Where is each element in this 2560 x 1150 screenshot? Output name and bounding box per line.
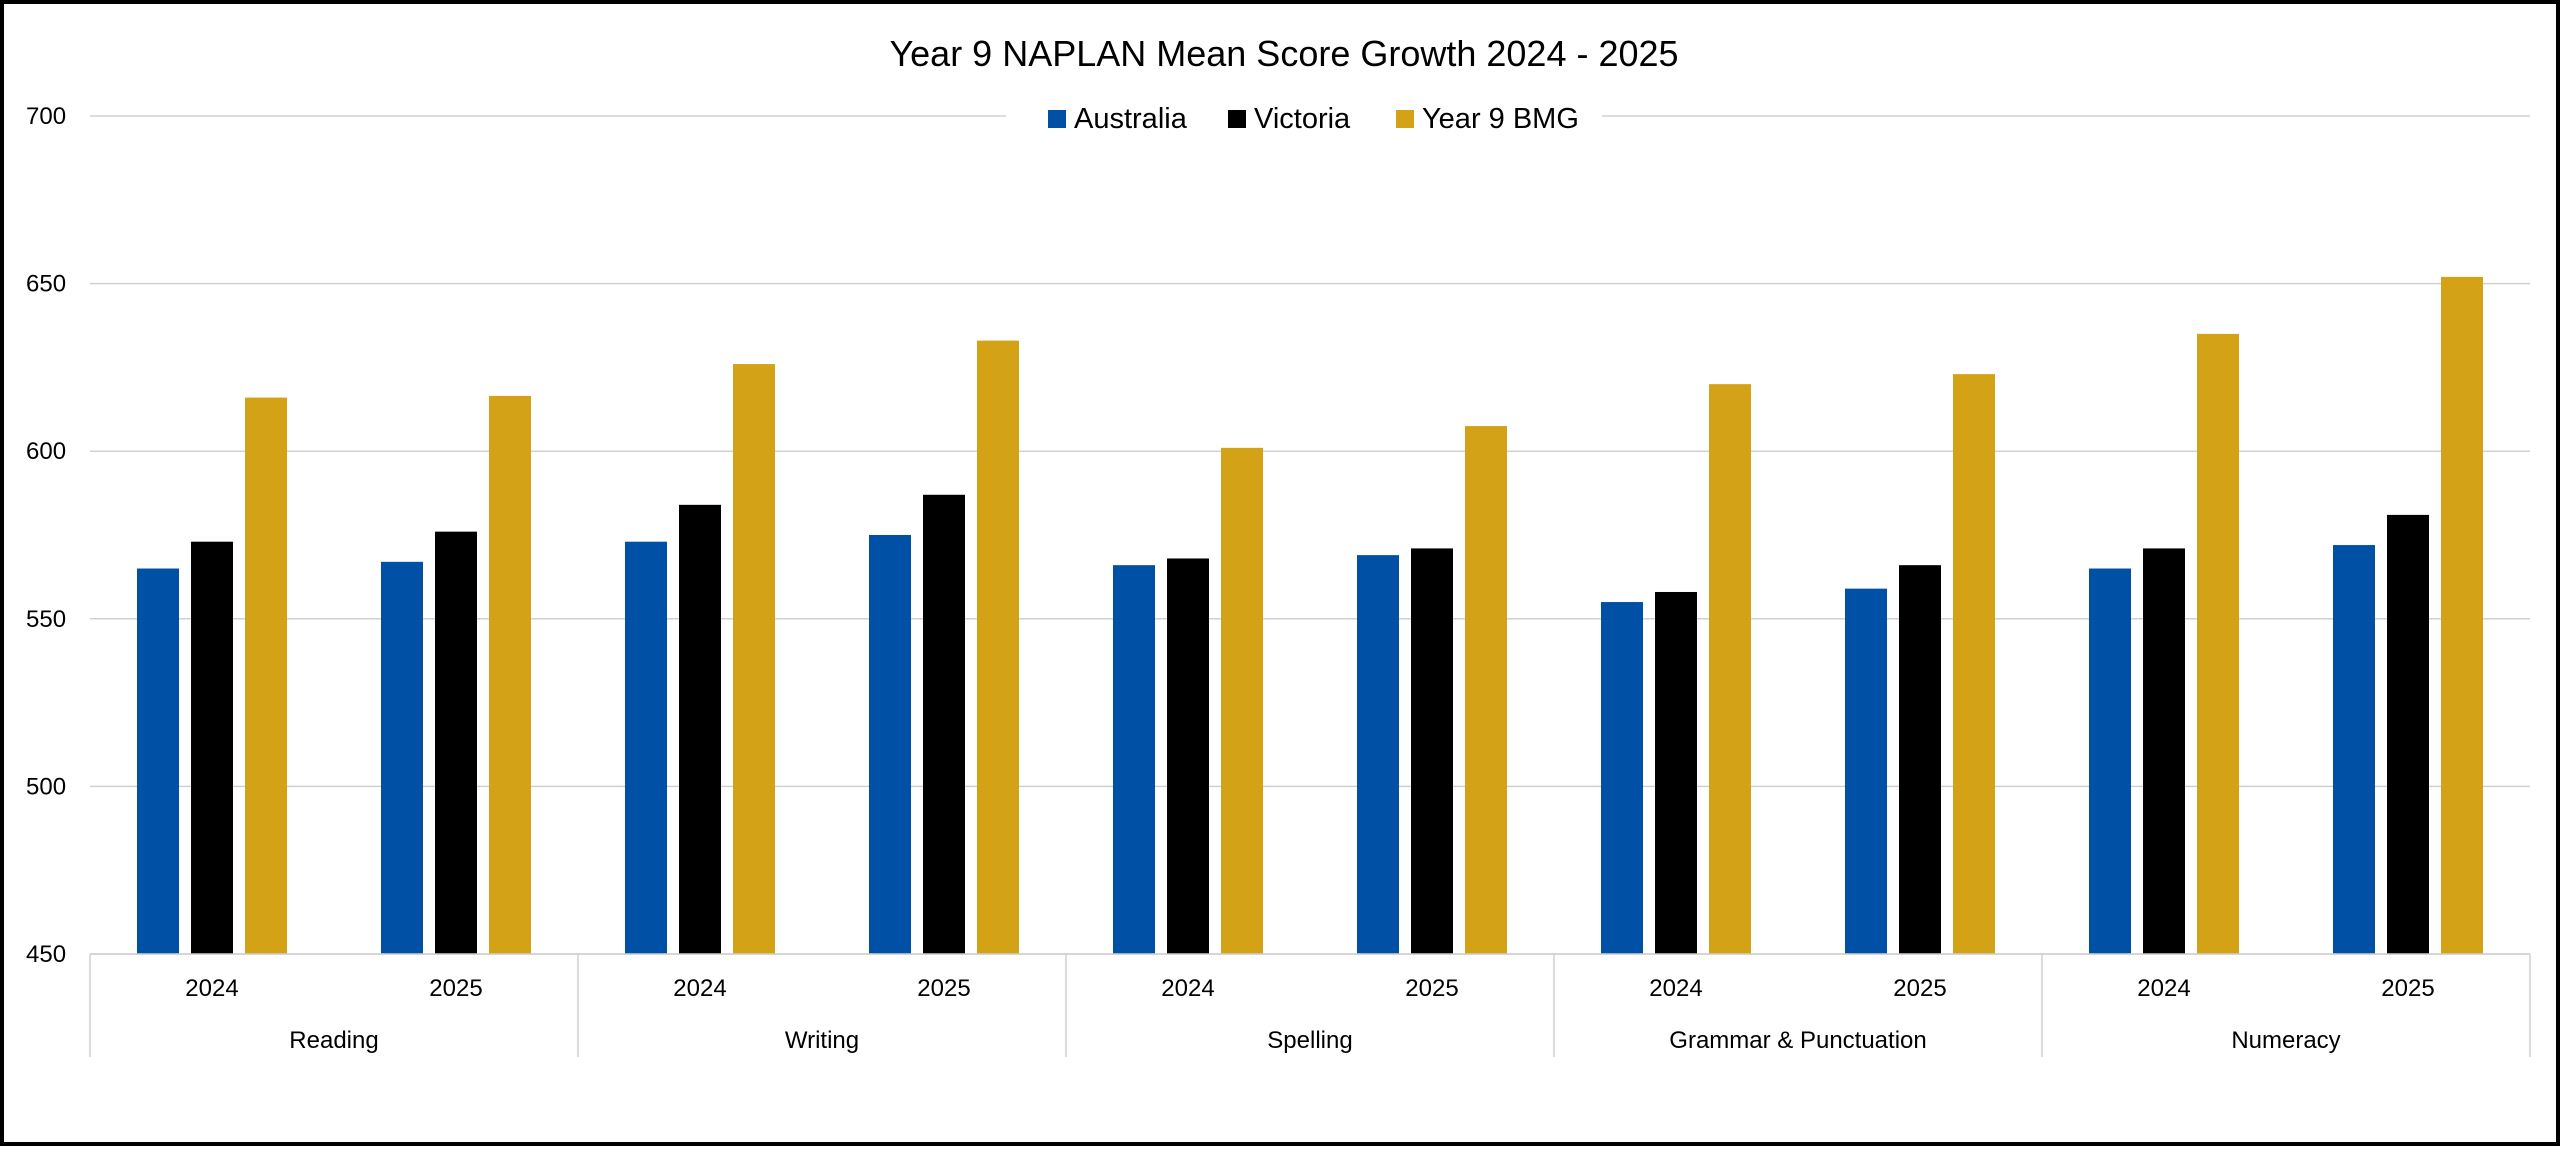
x-group-label: Reading <box>289 1027 378 1054</box>
bar-australia <box>1845 588 1887 954</box>
y-tick-label: 450 <box>26 941 66 968</box>
x-group-label: Numeracy <box>2231 1027 2340 1054</box>
legend: Australia Victoria Year 9 BMG <box>1006 96 1602 140</box>
x-tick-label: 2025 <box>1405 975 1458 1002</box>
x-tick-label: 2024 <box>673 975 726 1002</box>
legend-background <box>1006 96 1602 140</box>
x-tick-label: 2025 <box>429 975 482 1002</box>
y-tick-label: 650 <box>26 271 66 298</box>
bar-year-9-bmg <box>245 397 287 954</box>
bar-year-9-bmg <box>1709 384 1751 954</box>
bar-australia <box>381 561 423 954</box>
bar-year-9-bmg <box>1221 447 1263 954</box>
bar-victoria <box>679 504 721 954</box>
x-tick-label: 2024 <box>185 975 238 1002</box>
bar-chart: Year 9 NAPLAN Mean Score Growth 2024 - 2… <box>26 33 2531 1057</box>
y-tick-label: 600 <box>26 438 66 465</box>
x-axis: 2024 2025 Reading 2024 2025 Writing 2024 2025 Sp… <box>89 953 2531 1057</box>
legend-label: Australia <box>1074 103 1188 135</box>
bar-victoria <box>1655 591 1697 954</box>
legend-swatch <box>1396 110 1414 128</box>
x-group-label: Grammar & Punctuation <box>1669 1027 1926 1054</box>
y-tick-label: 550 <box>26 606 66 633</box>
bar-victoria <box>191 541 233 954</box>
x-tick-label: 2024 <box>1161 975 1214 1002</box>
legend-swatch <box>1228 110 1246 128</box>
bar-year-9-bmg <box>2441 276 2483 954</box>
y-tick-label: 700 <box>26 103 66 130</box>
bar-australia <box>137 568 179 954</box>
bar-australia <box>1357 555 1399 954</box>
x-tick-label: 2025 <box>1893 975 1946 1002</box>
legend-label: Year 9 BMG <box>1422 103 1579 135</box>
bar-year-9-bmg <box>1953 374 1995 954</box>
bar-australia <box>869 535 911 954</box>
x-group-label: Writing <box>785 1027 859 1054</box>
bar-year-9-bmg <box>1465 426 1507 954</box>
bar-year-9-bmg <box>489 395 531 955</box>
bar-australia <box>1113 565 1155 954</box>
bar-victoria <box>435 531 477 954</box>
bar-victoria <box>1411 548 1453 954</box>
bars <box>137 276 2483 955</box>
x-tick-label: 2024 <box>1649 975 1702 1002</box>
bar-australia <box>2333 545 2375 954</box>
bar-year-9-bmg <box>733 364 775 955</box>
bar-australia <box>625 541 667 954</box>
bar-victoria <box>2143 548 2185 954</box>
bar-victoria <box>2387 514 2429 954</box>
x-group-label: Spelling <box>1267 1027 1352 1054</box>
bar-australia <box>2089 568 2131 954</box>
bar-victoria <box>923 494 965 954</box>
bar-victoria <box>1167 558 1209 954</box>
y-tick-label: 500 <box>26 773 66 800</box>
x-tick-label: 2025 <box>2381 975 2434 1002</box>
x-tick-label: 2024 <box>2137 975 2190 1002</box>
bar-australia <box>1601 602 1643 954</box>
bar-year-9-bmg <box>2197 333 2239 954</box>
chart-title: Year 9 NAPLAN Mean Score Growth 2024 - 2… <box>889 33 1678 74</box>
y-axis-ticks: 450 500 550 600 650 700 <box>26 103 66 968</box>
bar-year-9-bmg <box>977 340 1019 955</box>
bar-victoria <box>1899 565 1941 954</box>
legend-swatch <box>1048 110 1066 128</box>
x-tick-label: 2025 <box>917 975 970 1002</box>
legend-label: Victoria <box>1254 103 1351 135</box>
